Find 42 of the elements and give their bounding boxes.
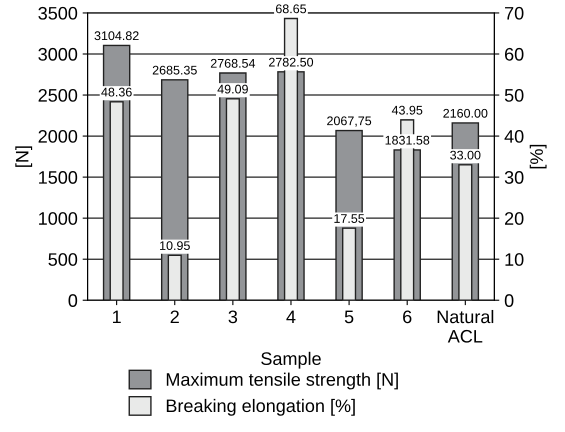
y-tick-label: 3000 (38, 48, 78, 61)
x-tick-label: 6 (403, 310, 412, 324)
y2-tick-label: 20 (505, 212, 524, 225)
data-label: 2160.00 (443, 108, 488, 118)
x-tick-label: 1 (112, 310, 121, 324)
y2-tick-label: 40 (504, 130, 524, 143)
data-label: 43.95 (392, 106, 422, 115)
data-label: 49.09 (218, 84, 248, 94)
x-tick-label: 4 (286, 310, 296, 324)
x-tick-label: 5 (344, 310, 354, 324)
y-axis-title: [N] (15, 146, 32, 167)
data-label: 17.55 (334, 214, 364, 223)
data-label: 10.95 (160, 241, 190, 250)
y2-tick-label: 60 (505, 48, 524, 61)
data-label: 2067,75 (327, 116, 372, 127)
y-tick-label: 3500 (38, 6, 78, 20)
y-tick-label: 0 (68, 294, 78, 307)
y-tick-label: 500 (48, 253, 78, 266)
y2-tick-label: 10 (505, 253, 524, 266)
y-tick-label: 1500 (39, 171, 78, 184)
data-label: 2768.54 (210, 58, 256, 68)
y2-tick-label: 0 (504, 294, 514, 307)
x-axis-title: Sample (261, 352, 321, 369)
y2-axis-title: [%] (530, 144, 547, 168)
x-tick-label: 3 (228, 310, 238, 324)
y2-tick-label: 50 (504, 88, 524, 102)
y-tick-label: 2500 (38, 88, 78, 102)
data-label: 2685.35 (152, 66, 197, 75)
y2-tick-label: 70 (505, 6, 524, 20)
y2-tick-label: 30 (504, 171, 524, 184)
data-label: 1831.58 (386, 136, 430, 145)
data-label: 68.65 (276, 4, 306, 14)
data-label: 2782.50 (269, 58, 314, 67)
legend-label: Breaking elongation [%] (166, 398, 355, 416)
x-tick-label: 2 (170, 310, 179, 324)
y-tick-label: 2000 (38, 130, 78, 143)
legend-label: Maximum tensile strength [N] (166, 372, 398, 390)
y-tick-label: 1000 (39, 212, 78, 225)
data-label: 48.36 (101, 88, 132, 97)
data-label: 3104.82 (94, 31, 139, 40)
x-tick-label: Natural ACL (438, 310, 494, 343)
data-label: 33.00 (450, 150, 480, 160)
